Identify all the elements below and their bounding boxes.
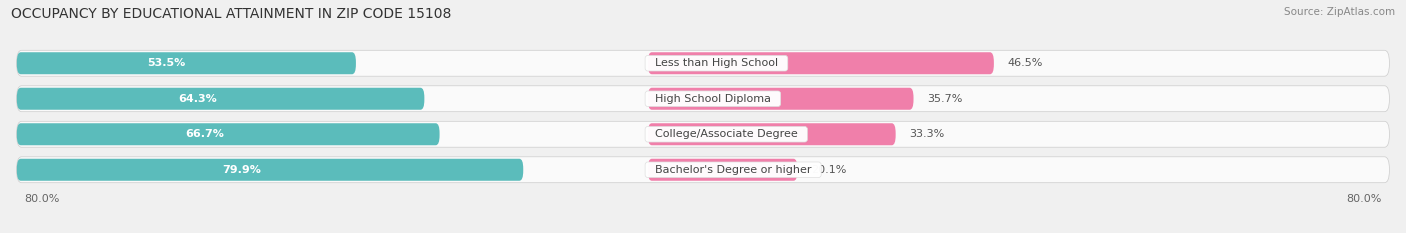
Text: 53.5%: 53.5% bbox=[148, 58, 186, 68]
FancyBboxPatch shape bbox=[17, 86, 1389, 112]
FancyBboxPatch shape bbox=[648, 123, 896, 145]
Text: Source: ZipAtlas.com: Source: ZipAtlas.com bbox=[1284, 7, 1395, 17]
FancyBboxPatch shape bbox=[17, 157, 1389, 183]
Text: High School Diploma: High School Diploma bbox=[648, 94, 778, 104]
FancyBboxPatch shape bbox=[648, 52, 994, 74]
FancyBboxPatch shape bbox=[17, 121, 1389, 147]
Text: 79.9%: 79.9% bbox=[222, 165, 262, 175]
Text: College/Associate Degree: College/Associate Degree bbox=[648, 129, 804, 139]
FancyBboxPatch shape bbox=[17, 52, 356, 74]
FancyBboxPatch shape bbox=[648, 159, 797, 181]
FancyBboxPatch shape bbox=[648, 88, 914, 110]
Text: Bachelor's Degree or higher: Bachelor's Degree or higher bbox=[648, 165, 818, 175]
Text: 66.7%: 66.7% bbox=[184, 129, 224, 139]
FancyBboxPatch shape bbox=[17, 123, 440, 145]
Text: 20.1%: 20.1% bbox=[811, 165, 846, 175]
Text: 35.7%: 35.7% bbox=[928, 94, 963, 104]
Text: 46.5%: 46.5% bbox=[1008, 58, 1043, 68]
FancyBboxPatch shape bbox=[17, 50, 1389, 76]
FancyBboxPatch shape bbox=[17, 88, 425, 110]
Text: 64.3%: 64.3% bbox=[179, 94, 217, 104]
Text: OCCUPANCY BY EDUCATIONAL ATTAINMENT IN ZIP CODE 15108: OCCUPANCY BY EDUCATIONAL ATTAINMENT IN Z… bbox=[11, 7, 451, 21]
FancyBboxPatch shape bbox=[17, 159, 523, 181]
Text: Less than High School: Less than High School bbox=[648, 58, 785, 68]
Text: 33.3%: 33.3% bbox=[910, 129, 945, 139]
